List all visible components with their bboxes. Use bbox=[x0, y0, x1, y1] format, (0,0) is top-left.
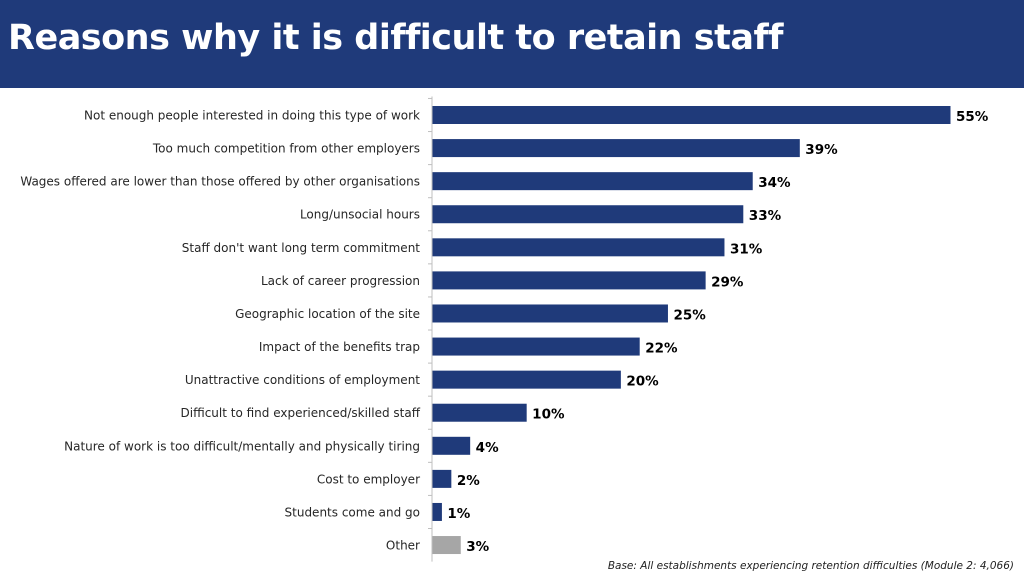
category-label: Too much competition from other employer… bbox=[152, 142, 420, 156]
category-label: Lack of career progression bbox=[261, 274, 420, 288]
category-label: Other bbox=[386, 539, 420, 553]
category-label: Staff don't want long term commitment bbox=[182, 241, 420, 255]
category-label: Nature of work is too difficult/mentally… bbox=[64, 439, 420, 453]
category-label: Cost to employer bbox=[317, 472, 420, 486]
value-label: 2% bbox=[457, 473, 480, 489]
value-label: 22% bbox=[645, 341, 678, 357]
value-label: 20% bbox=[626, 374, 659, 390]
category-label: Long/unsocial hours bbox=[300, 208, 420, 222]
bar bbox=[432, 536, 461, 555]
value-label: 10% bbox=[532, 407, 565, 423]
bar bbox=[432, 370, 621, 389]
bar bbox=[432, 238, 725, 257]
category-label: Unattractive conditions of employment bbox=[185, 373, 420, 387]
bar bbox=[432, 403, 527, 422]
bar bbox=[432, 271, 706, 290]
bar bbox=[432, 469, 452, 488]
value-label: 29% bbox=[711, 274, 744, 290]
category-label: Students come and go bbox=[285, 505, 420, 519]
base-note: Base: All establishments experiencing re… bbox=[607, 560, 1014, 572]
category-label: Not enough people interested in doing th… bbox=[84, 109, 420, 123]
value-label: 4% bbox=[476, 440, 499, 456]
bar bbox=[432, 337, 640, 356]
value-label: 25% bbox=[673, 307, 706, 323]
value-label: 34% bbox=[758, 175, 791, 191]
value-label: 55% bbox=[956, 109, 989, 125]
value-label: 31% bbox=[730, 241, 763, 257]
value-label: 3% bbox=[466, 539, 489, 555]
value-label: 39% bbox=[805, 142, 838, 158]
bar-chart: Not enough people interested in doing th… bbox=[20, 96, 989, 562]
bar bbox=[432, 106, 951, 124]
bar bbox=[432, 205, 744, 224]
bar bbox=[432, 172, 753, 191]
category-label: Impact of the benefits trap bbox=[259, 340, 420, 354]
category-label: Wages offered are lower than those offer… bbox=[20, 175, 420, 189]
category-label: Geographic location of the site bbox=[235, 307, 420, 321]
page-title: Reasons why it is difficult to retain st… bbox=[8, 18, 783, 58]
category-label: Difficult to find experienced/skilled st… bbox=[181, 406, 421, 420]
value-label: 1% bbox=[447, 506, 470, 522]
bar bbox=[432, 304, 668, 323]
bar bbox=[432, 502, 442, 521]
bar bbox=[432, 139, 800, 158]
title-bar: Reasons why it is difficult to retain st… bbox=[0, 0, 1024, 88]
value-label: 33% bbox=[749, 208, 782, 224]
bar bbox=[432, 436, 471, 455]
